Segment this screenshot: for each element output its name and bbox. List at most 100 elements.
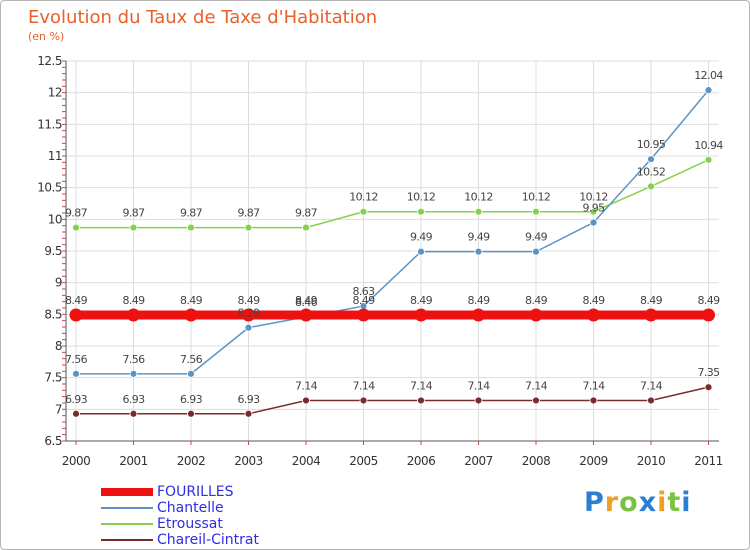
legend-item-etroussat: Etroussat [101, 516, 361, 532]
data-point-etroussat [704, 155, 713, 164]
data-point-chantelle [474, 247, 483, 256]
y-tick-label: 12 [48, 86, 62, 100]
data-label-chantelle: 9.49 [467, 231, 490, 244]
data-label-fourilles: 8.49 [410, 294, 433, 307]
y-tick-label: 11 [48, 149, 62, 163]
data-point-fourilles [242, 308, 255, 322]
data-point-chantelle [704, 86, 713, 95]
series-line-chareil-cintrat [76, 386, 709, 415]
data-label-chareil-cintrat: 7.35 [697, 366, 720, 379]
data-label-fourilles: 8.49 [122, 294, 145, 307]
data-label-chareil-cintrat: 7.14 [295, 379, 318, 392]
logo-letter: o [619, 487, 639, 518]
x-tick-label: 2002 [177, 454, 206, 468]
data-label-fourilles: 8.49 [525, 294, 548, 307]
data-point-chareil-cintrat [244, 409, 253, 418]
series-line-etroussat [76, 159, 709, 229]
data-label-etroussat: 9.87 [237, 207, 260, 220]
y-tick-label: 6.5 [44, 434, 62, 448]
logo-letter: r [604, 487, 620, 518]
data-point-etroussat [417, 207, 425, 216]
data-point-chareil-cintrat [359, 396, 368, 405]
data-point-fourilles [299, 308, 313, 322]
data-label-chareil-cintrat: 6.93 [237, 393, 260, 406]
data-point-chareil-cintrat [474, 396, 483, 405]
x-tick-label: 2004 [292, 454, 321, 468]
data-label-chantelle: 9.49 [525, 231, 548, 244]
data-label-chantelle: 8.63 [352, 285, 375, 298]
data-point-chareil-cintrat [704, 383, 713, 392]
data-label-fourilles: 8.49 [467, 294, 490, 307]
proxiti-logo: Proxiti [584, 487, 692, 518]
data-label-chantelle: 8.29 [237, 307, 260, 320]
legend-swatch-etroussat [101, 523, 153, 525]
data-label-chantelle: 10.95 [637, 138, 666, 151]
x-tick-label: 2007 [464, 454, 493, 468]
data-label-etroussat: 10.12 [464, 191, 493, 204]
legend-item-chareil-cintrat: Chareil-Cintrat [101, 532, 361, 548]
data-label-fourilles: 8.49 [180, 294, 203, 307]
data-point-chantelle [187, 369, 195, 378]
data-label-chareil-cintrat: 7.14 [640, 379, 663, 392]
data-point-etroussat [589, 207, 598, 216]
data-point-etroussat [532, 207, 540, 216]
data-point-etroussat [244, 223, 253, 232]
x-tick-label: 2003 [234, 454, 263, 468]
data-label-chareil-cintrat: 7.14 [410, 379, 433, 392]
data-point-etroussat [359, 207, 368, 216]
data-label-etroussat: 10.12 [579, 191, 608, 204]
data-point-fourilles [127, 308, 140, 322]
data-label-chantelle: 12.04 [694, 69, 723, 82]
data-point-chantelle [129, 369, 138, 378]
x-tick-label: 2011 [694, 454, 723, 468]
data-point-chantelle [72, 369, 80, 378]
data-label-fourilles: 8.49 [65, 294, 88, 307]
x-tick-label: 2001 [119, 454, 148, 468]
legend-label-chareil-cintrat: Chareil-Cintrat [157, 532, 259, 548]
logo-letter: i [681, 487, 692, 518]
data-label-etroussat: 9.87 [65, 207, 88, 220]
data-label-fourilles: 8.49 [237, 294, 260, 307]
legend-item-chantelle: Chantelle [101, 500, 361, 516]
legend-swatch-chareil-cintrat [101, 539, 153, 541]
data-label-etroussat: 10.12 [349, 191, 378, 204]
data-point-etroussat [72, 223, 80, 232]
data-point-fourilles [472, 308, 485, 322]
y-tick-label: 9 [55, 276, 62, 290]
legend-swatch-chantelle [101, 507, 153, 509]
legend-label-etroussat: Etroussat [157, 516, 223, 532]
x-tick-label: 2010 [637, 454, 666, 468]
data-point-etroussat [647, 182, 655, 191]
logo-letter: x [638, 487, 658, 518]
data-label-etroussat: 10.52 [637, 165, 666, 178]
data-label-chantelle: 7.56 [65, 353, 88, 366]
data-label-fourilles: 8.49 [640, 294, 663, 307]
x-tick-label: 2000 [62, 454, 91, 468]
data-label-etroussat: 9.87 [122, 207, 145, 220]
logo-letter: t [667, 487, 682, 518]
y-tick-label: 10.5 [37, 181, 62, 195]
x-tick-label: 2008 [522, 454, 551, 468]
data-label-etroussat: 9.87 [180, 207, 203, 220]
data-point-fourilles [587, 308, 600, 322]
y-tick-label: 8.5 [44, 307, 62, 321]
data-label-chareil-cintrat: 6.93 [65, 393, 88, 406]
legend: FOURILLES Chantelle Etroussat Chareil-Ci… [101, 484, 361, 548]
data-point-fourilles [529, 308, 543, 322]
chart-title: Evolution du Taux de Taxe d'Habitation [28, 7, 378, 28]
data-label-chantelle: 7.56 [180, 353, 203, 366]
data-label-chantelle: 8.46 [295, 296, 318, 309]
data-point-fourilles [184, 308, 198, 322]
data-label-chantelle: 9.95 [582, 202, 605, 215]
data-point-chantelle [244, 323, 253, 332]
data-label-etroussat: 10.12 [522, 191, 551, 204]
legend-label-fourilles: FOURILLES [157, 484, 234, 500]
x-tick-label: 2005 [349, 454, 378, 468]
data-label-chareil-cintrat: 7.14 [352, 379, 375, 392]
legend-swatch-fourilles [101, 488, 153, 496]
series-line-chantelle [76, 89, 710, 375]
legend-label-chantelle: Chantelle [157, 500, 224, 516]
data-point-etroussat [129, 223, 138, 232]
x-tick-label: 2009 [579, 454, 608, 468]
